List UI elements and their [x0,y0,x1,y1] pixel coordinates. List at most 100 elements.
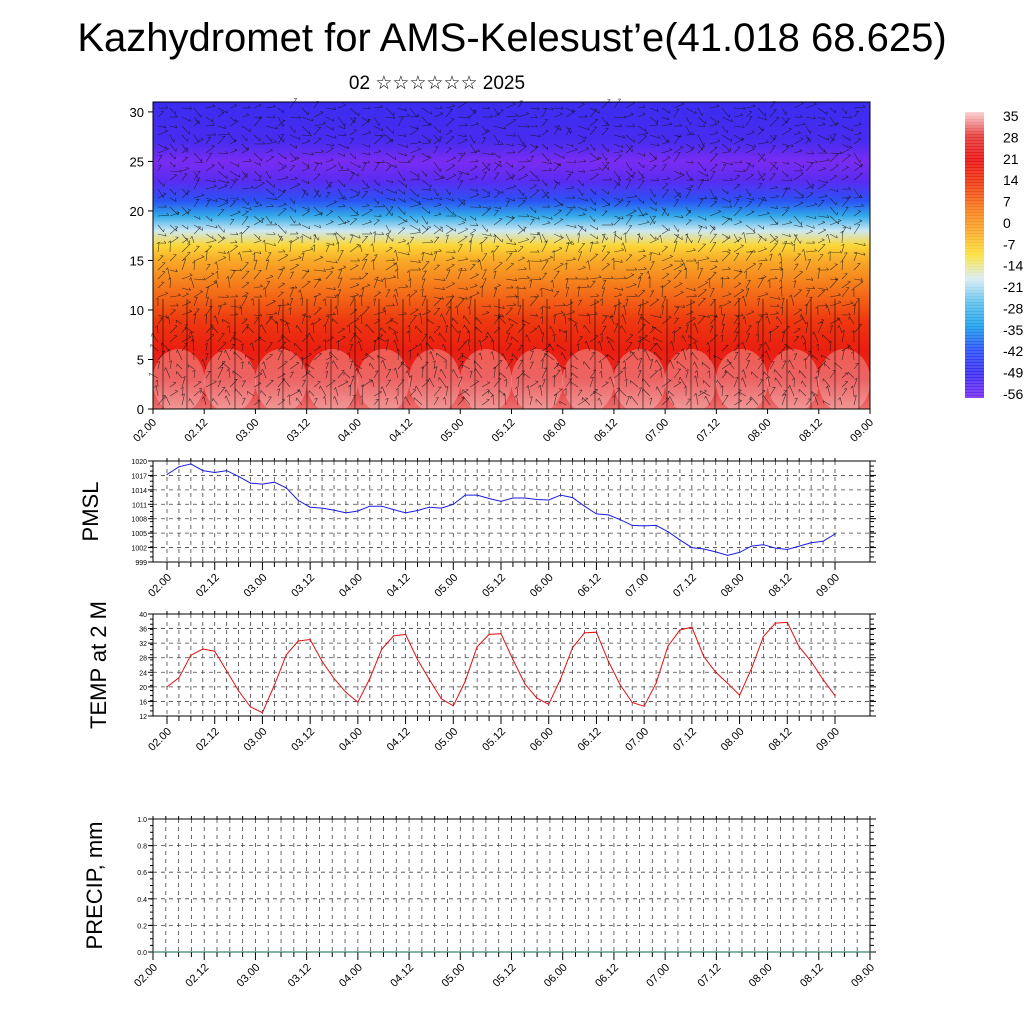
wind-barb [337,233,345,241]
wind-barb-flag [759,315,763,317]
wind-barb [660,234,663,244]
wind-barb-flag [740,289,744,291]
wind-barb-flag [510,285,514,289]
wind-barb-flag [499,205,502,209]
wind-barb [457,296,468,300]
wind-barb-flag [453,173,457,176]
wind-barb [673,103,684,109]
wind-barb-flag [319,255,323,258]
wind-barb-flag [634,267,638,271]
wind-barb [421,170,427,177]
wind-barb [181,143,188,153]
wind-barb-flag [524,196,528,200]
wind-barb-flag [333,312,336,315]
wind-barb-flag [666,273,670,275]
wind-barb-flag [207,370,211,372]
wind-barb [601,204,610,208]
wind-barb [544,352,555,361]
wind-barb-flag [631,352,635,354]
wind-barb [577,226,584,235]
wind-barb-flag [237,252,240,255]
wind-barb [589,174,599,181]
wind-barb-flag [179,169,182,173]
wind-barb [793,263,799,271]
wind-barb [169,309,176,316]
wind-barb [649,253,652,262]
wind-barb [805,103,817,109]
wind-barb [361,254,369,262]
wind-barb [181,125,190,135]
wind-barb-flag [261,181,265,184]
wind-barb [187,364,195,370]
wind-barb [493,366,496,379]
wind-barb [421,241,433,244]
wind-barb-flag [571,170,574,174]
wind-barb [745,143,756,148]
wind-barb-flag [249,206,252,210]
wind-barb [325,210,333,217]
wind-barb [817,222,826,226]
wind-barb [624,360,627,370]
wind-barb [229,269,242,272]
wind-barb [229,344,236,352]
wind-barb-flag [294,285,298,289]
wind-barb [228,368,231,379]
wind-barb [493,143,504,145]
wind-barb-flag [728,361,732,363]
wind-barb-flag [212,398,214,402]
wind-barb-flag [298,222,302,226]
wind-barb-flag [433,252,437,254]
data-point [452,705,454,707]
wind-barb-flag [493,235,496,237]
data-point [202,470,204,472]
wind-barb-flag [825,305,828,309]
wind-barb-flag [512,102,516,105]
wind-barb [757,173,766,181]
wind-barb [577,286,580,298]
wind-barb [169,174,177,181]
wind-barb [361,132,371,136]
wind-barb-flag [752,197,755,201]
wind-barb-flag [780,306,783,309]
wind-barb [553,237,564,244]
wind-barb [637,268,647,271]
wind-barb [313,163,319,172]
wind-barb [301,270,309,280]
colorbar-label: -28 [1003,300,1023,316]
wind-barb [205,152,213,163]
wind-barb [696,370,699,379]
wind-barb-flag [530,350,534,353]
wind-barb-flag [420,288,424,291]
wind-barb-flag [261,217,265,219]
wind-barb [757,278,764,289]
wind-barb [176,363,183,370]
wind-barb [661,116,669,121]
wind-barb-flag [790,178,793,182]
wind-barb-flag [213,132,216,136]
wind-barb [733,184,741,190]
wind-barb [205,105,215,109]
wind-barb [385,206,394,217]
wind-barb [721,161,733,166]
wind-barb-flag [714,122,718,125]
wind-barb-flag [699,267,703,270]
wind-barb [685,301,695,307]
wind-barb-flag [224,389,227,393]
wind-barb-flag [247,361,250,365]
wind-barb-flag [546,239,548,243]
wind-barb [373,161,385,163]
wind-barb [733,331,739,343]
wind-barb [457,102,467,109]
wind-barb [181,301,191,307]
wind-barb [817,267,821,280]
wind-barb [841,154,851,163]
wind-barb [157,282,165,289]
wind-barb-flag [189,309,192,312]
wind-barb-flag [763,274,767,278]
wind-barb [589,108,598,118]
wind-barb [721,238,729,244]
wind-barb-flag [622,367,625,370]
wind-barb-flag [537,178,540,181]
wind-barb [457,287,468,290]
wind-barb-flag [741,313,744,317]
